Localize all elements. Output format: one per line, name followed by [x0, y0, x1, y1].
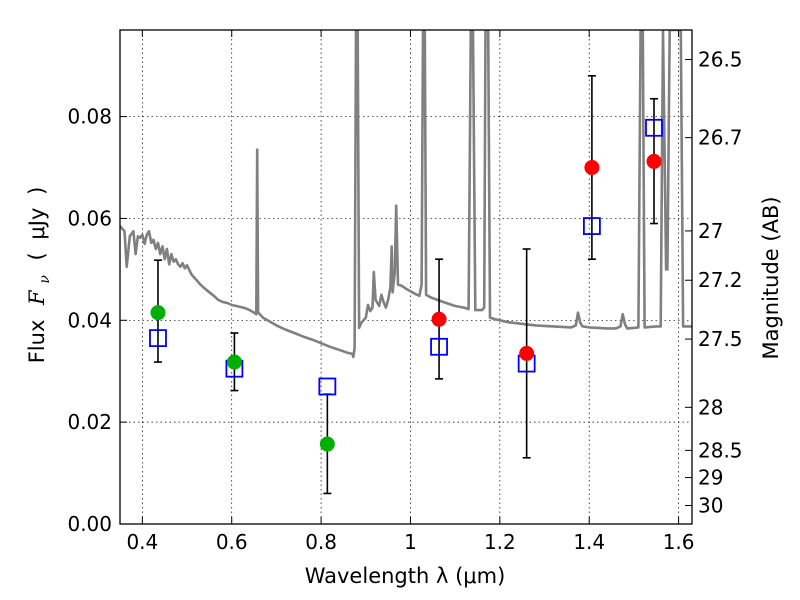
model-square-point	[318, 377, 337, 396]
red-data-point	[519, 345, 535, 361]
x-tick-label: 0.8	[305, 530, 337, 554]
magnitude-tick-label: 28.5	[698, 438, 743, 462]
x-tick-label: 1	[404, 530, 417, 554]
model-square-point	[430, 337, 448, 356]
magnitude-tick-label: 27.2	[698, 268, 743, 292]
x-axis: 0.4 0.6 0.8 1 1.2 1.4 1.6	[126, 30, 695, 554]
y-tick-label: 0.00	[67, 512, 112, 536]
x-tick-label: 0.4	[126, 530, 158, 554]
y-axis-label-unit: μJy	[25, 208, 49, 240]
magnitude-tick-label: 28	[698, 395, 723, 419]
data-markers	[149, 75, 663, 495]
model-square-point	[645, 118, 663, 137]
magnitude-tick-label: 30	[698, 494, 723, 518]
magnitude-axis-label: Magnitude (AB)	[759, 196, 783, 359]
model-square-point	[583, 217, 601, 235]
model-square-point	[149, 329, 167, 348]
y-axis-label-flux: Flux	[25, 320, 49, 364]
spectrum-line	[120, 30, 692, 359]
y-tick-label: 0.02	[67, 410, 112, 434]
red-data-point	[431, 311, 447, 327]
y-tick-label: 0.08	[67, 105, 112, 129]
x-axis-label: Wavelength λ (μm)	[305, 564, 506, 588]
x-tick-label: 1.6	[663, 530, 695, 554]
y-axis-label-open: (	[25, 252, 49, 260]
x-tick-label: 0.6	[216, 530, 248, 554]
green-data-point	[226, 354, 242, 370]
y-axis-label-symbol: F	[25, 289, 49, 306]
magnitude-tick-label: 26.5	[698, 48, 743, 72]
grid-lines	[120, 30, 692, 525]
x-tick-label: 1.4	[573, 530, 605, 554]
magnitude-tick-label: 27.5	[698, 327, 743, 351]
plot-frame	[119, 29, 693, 525]
magnitude-tick-label: 29	[698, 466, 723, 490]
y-tick-label: 0.06	[67, 206, 112, 230]
y-axis-label-subscript: ν	[37, 275, 53, 284]
magnitude-axis: 26.5 26.7 27 27.2 27.5 28 28.5 29 30	[685, 48, 743, 518]
red-data-point	[646, 153, 662, 169]
y-axis: 0.00 0.02 0.04 0.06 0.08	[67, 105, 127, 536]
red-data-point	[584, 160, 600, 176]
x-tick-label: 1.2	[484, 530, 516, 554]
green-data-point	[150, 305, 166, 321]
y-tick-label: 0.04	[67, 308, 112, 332]
y-axis-label: Flux F ν ( μJy )	[25, 187, 54, 364]
magnitude-tick-label: 27	[698, 219, 723, 243]
magnitude-tick-label: 26.7	[698, 126, 743, 150]
y-axis-label-close: )	[25, 187, 49, 195]
model-spectrum	[120, 30, 692, 359]
green-data-point	[319, 436, 335, 452]
